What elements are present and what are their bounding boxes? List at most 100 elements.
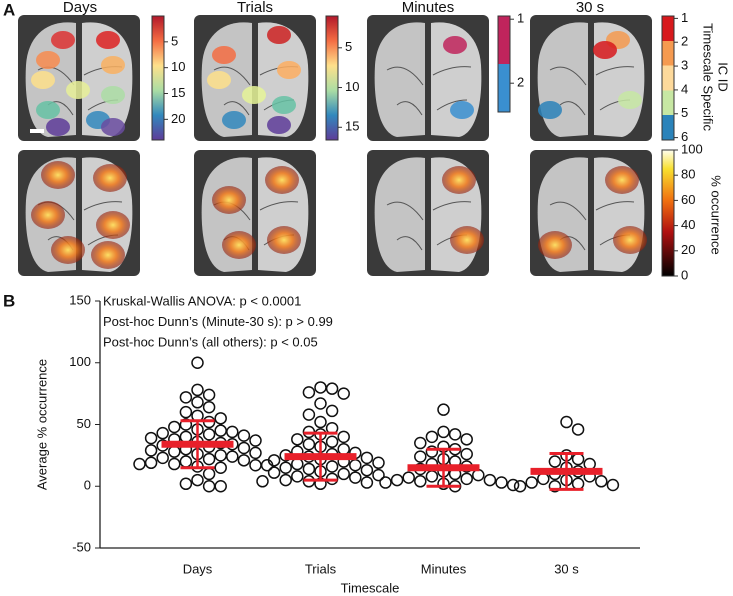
data-point	[525, 476, 538, 489]
vessel	[595, 66, 635, 76]
ic-region	[267, 116, 291, 134]
colorbar	[661, 149, 675, 277]
data-point	[249, 446, 262, 460]
data-point	[537, 472, 550, 486]
brain-lobe	[82, 22, 133, 137]
y-tick-label: 150	[69, 292, 91, 307]
ic-region	[207, 71, 231, 89]
data-point	[437, 425, 450, 439]
data-point	[267, 466, 281, 479]
annotation: Post-hoc Dunn’s (Minute-30 s): p > 0.99	[103, 314, 333, 329]
colorbar-tick-label: 6	[681, 129, 688, 144]
column-title: Days	[63, 0, 97, 16]
data-point	[360, 463, 374, 477]
data-point	[249, 459, 262, 472]
data-point	[372, 468, 385, 482]
data-point	[349, 471, 362, 484]
ic-region	[222, 111, 246, 129]
heat-region	[538, 231, 572, 259]
data-point	[349, 459, 362, 472]
colorbar-tick-label: 100	[681, 141, 703, 156]
vessel	[549, 201, 587, 221]
data-point	[168, 457, 181, 471]
data-point	[226, 450, 239, 463]
data-point	[425, 445, 439, 458]
colorbar-tick-label: 5	[345, 39, 352, 54]
x-tick-label: Minutes	[421, 561, 467, 576]
data-point	[360, 451, 374, 465]
heat-region	[265, 166, 299, 194]
ic-region	[31, 71, 55, 89]
column-title: 30 s	[576, 0, 604, 16]
vessel	[549, 66, 587, 86]
data-point	[179, 391, 193, 404]
annotation: Kruskal-Wallis ANOVA: p < 0.0001	[103, 293, 301, 308]
data-point	[202, 400, 216, 414]
data-point	[583, 457, 596, 471]
data-point	[279, 461, 292, 474]
data-point	[460, 447, 473, 461]
data-point	[202, 480, 216, 493]
data-point	[237, 429, 251, 442]
data-point	[548, 455, 562, 468]
y-tick-label: 50	[77, 416, 91, 431]
colorbar-tick-label: 1	[681, 10, 688, 25]
vessel	[386, 66, 424, 86]
data-point	[325, 435, 339, 449]
vessel	[386, 201, 424, 221]
data-point	[191, 396, 204, 409]
ic-region	[101, 118, 125, 136]
vessel	[432, 201, 472, 211]
colorbar-tick-label: 15	[171, 85, 185, 100]
ic-region	[46, 118, 70, 136]
data-point	[267, 454, 281, 467]
heat-region	[41, 161, 75, 189]
x-tick-label: Trials	[305, 561, 337, 576]
vessel	[396, 236, 423, 251]
colorbar-tick-label: 4	[681, 81, 688, 96]
data-point	[237, 441, 251, 455]
x-tick-label: Days	[183, 561, 213, 576]
data-point	[337, 430, 350, 444]
ic-region	[36, 51, 60, 69]
colorbar-tick-label: 2	[517, 75, 524, 90]
brain-lobe	[374, 22, 425, 137]
data-point	[302, 462, 316, 476]
heat-region	[51, 236, 85, 264]
ic-region	[272, 96, 296, 114]
colorbar	[497, 15, 511, 113]
data-point	[214, 461, 227, 474]
colorbar-tick-label: 40	[681, 217, 695, 232]
heat-region	[267, 226, 301, 254]
ic-region	[36, 101, 60, 119]
vessel	[436, 99, 468, 111]
data-point	[360, 476, 374, 489]
data-point	[291, 470, 304, 483]
data-point	[302, 386, 316, 399]
ic-region	[66, 81, 90, 99]
data-point	[337, 467, 350, 481]
data-point	[168, 445, 181, 458]
data-point	[144, 456, 158, 470]
column-title: Minutes	[402, 0, 455, 16]
colorbar-tick-label: 10	[345, 79, 359, 94]
vessel	[559, 101, 586, 116]
data-point	[202, 467, 216, 481]
ic-region	[267, 26, 291, 44]
data-point	[214, 449, 227, 462]
vessel	[83, 201, 123, 211]
data-point	[179, 455, 193, 468]
data-point	[202, 428, 216, 441]
data-point	[191, 383, 204, 397]
colorbar	[325, 15, 339, 141]
vessel	[396, 101, 423, 116]
data-point	[302, 408, 316, 421]
data-point	[460, 433, 473, 446]
heat-region	[93, 164, 127, 192]
y-axis-title: Average % occurrence	[34, 359, 49, 490]
data-point	[133, 457, 146, 471]
colorbar-title: % occurrence	[709, 175, 724, 254]
heat-region	[605, 166, 639, 194]
data-point	[325, 460, 339, 473]
